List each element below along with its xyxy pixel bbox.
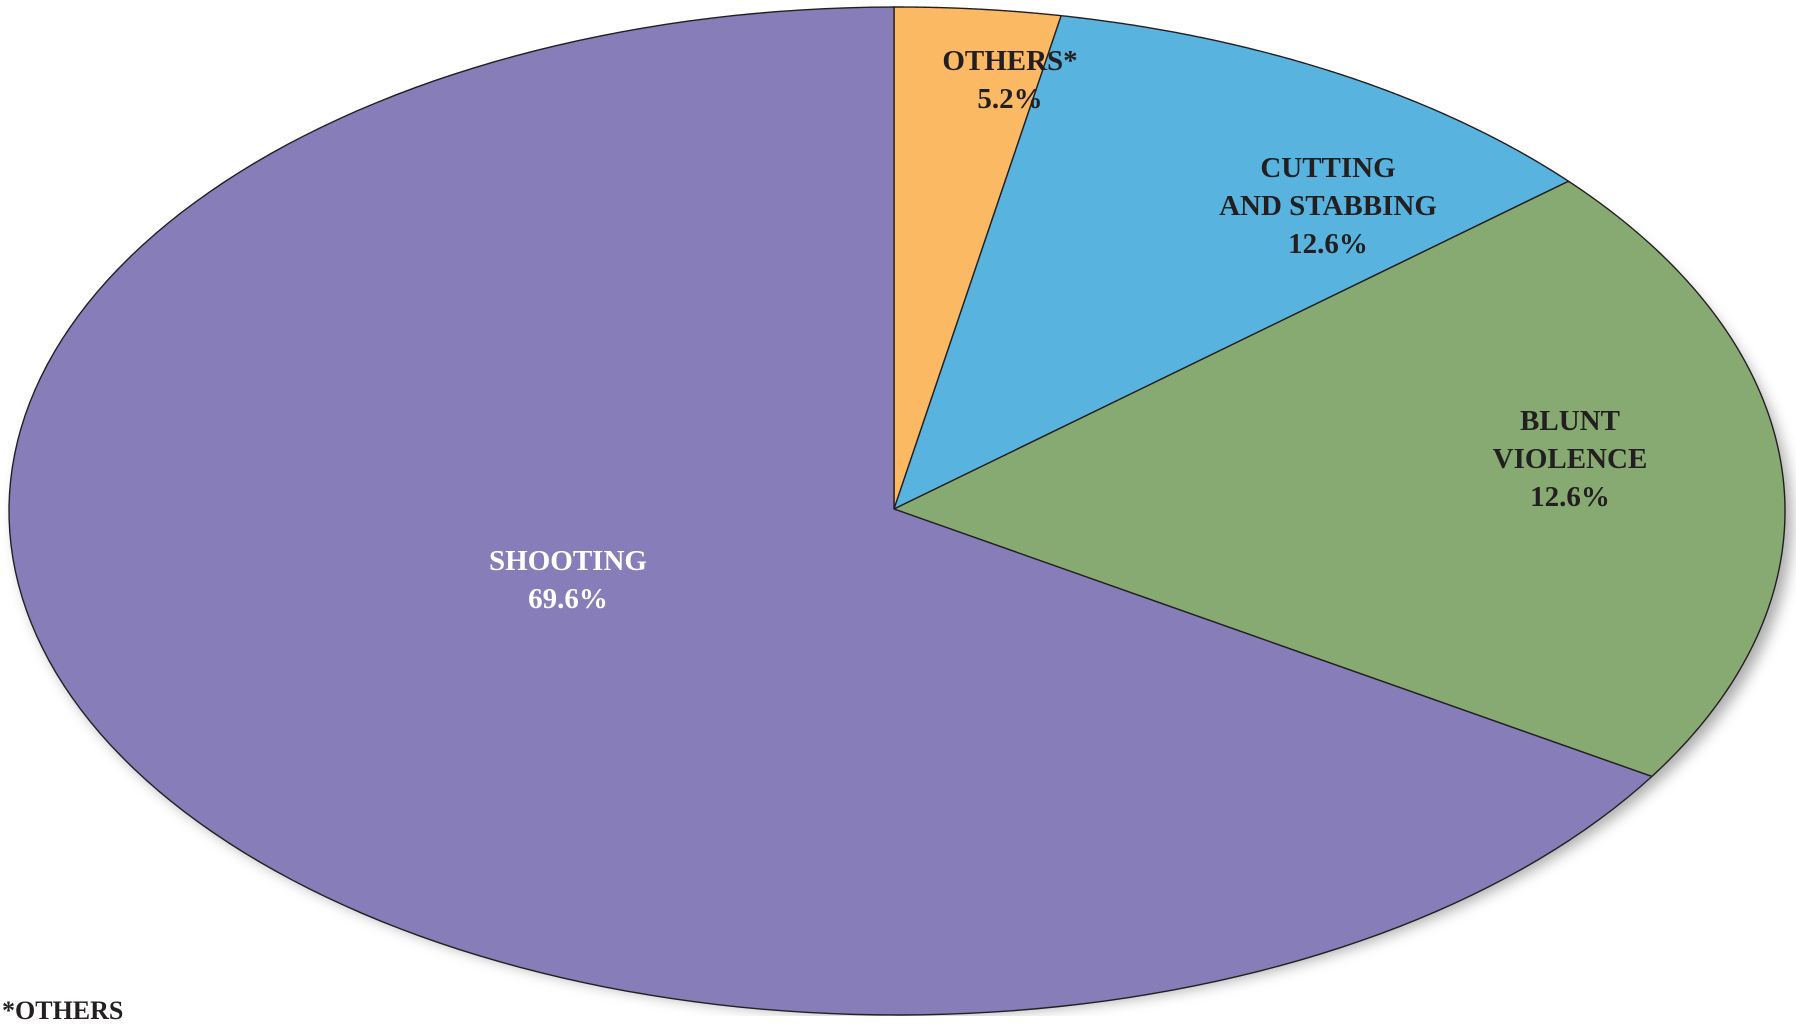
pie-slice [893, 14, 1570, 510]
slice-category-label: VIOLENCE [1493, 443, 1648, 475]
slice-value-label: 69.6% [528, 583, 608, 615]
slice-category-label: OTHERS* [942, 45, 1077, 77]
slice-value-label: 12.6% [1530, 481, 1610, 513]
slice-label: BLUNT VIOLENCE 12.6% [1493, 405, 1648, 513]
slice-value-label: 12.6% [1288, 228, 1368, 260]
pie-slices [8, 6, 1786, 1016]
pie-labels: OTHERS* 5.2%CUTTING AND STABBING 12.6%BLUNT… [489, 45, 1647, 615]
slice-category-label: BLUNT [1520, 405, 1620, 437]
slice-label: OTHERS* 5.2% [942, 45, 1077, 115]
slice-value-label: 5.2% [977, 83, 1042, 115]
slice-category-label: CUTTING [1260, 152, 1395, 184]
slice-label: CUTTING AND STABBING 12.6% [1219, 152, 1437, 260]
slice-label: SHOOTING 69.6% [489, 545, 647, 615]
pie-slice [893, 180, 1786, 778]
slice-category-label: SHOOTING [489, 545, 647, 577]
footnote: *OTHERS [2, 996, 124, 1025]
slice-category-label: AND STABBING [1219, 190, 1437, 222]
pie-slice [8, 6, 1653, 1016]
